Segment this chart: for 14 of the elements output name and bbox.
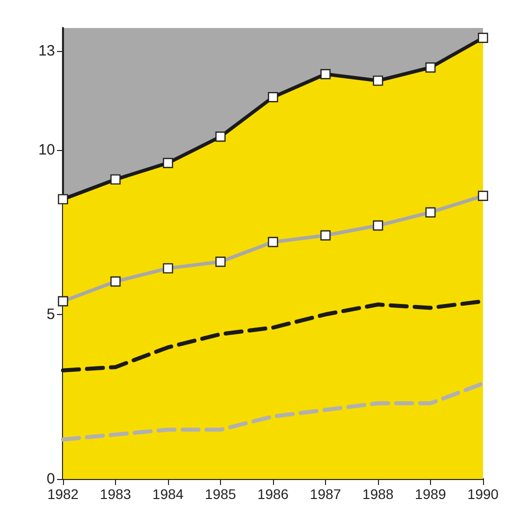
- y-tick-label: 5: [46, 306, 55, 323]
- y-tick-label: 10: [38, 141, 55, 158]
- x-tick-label: 1988: [362, 486, 394, 502]
- y-tick-label: 0: [46, 470, 55, 488]
- x-tick-label: 1983: [100, 486, 132, 502]
- x-tick-label: 1989: [414, 486, 446, 502]
- line-series: [61, 382, 485, 442]
- x-tick-label: 1985: [204, 486, 236, 502]
- x-tick-label: 1984: [152, 486, 184, 502]
- y-tick-label: 13: [38, 42, 55, 60]
- x-tick-label: 1987: [310, 486, 342, 502]
- x-tick-label: 1982: [47, 486, 79, 502]
- x-tick-label: 1986: [257, 486, 289, 502]
- x-tick-label: 1990: [467, 486, 499, 502]
